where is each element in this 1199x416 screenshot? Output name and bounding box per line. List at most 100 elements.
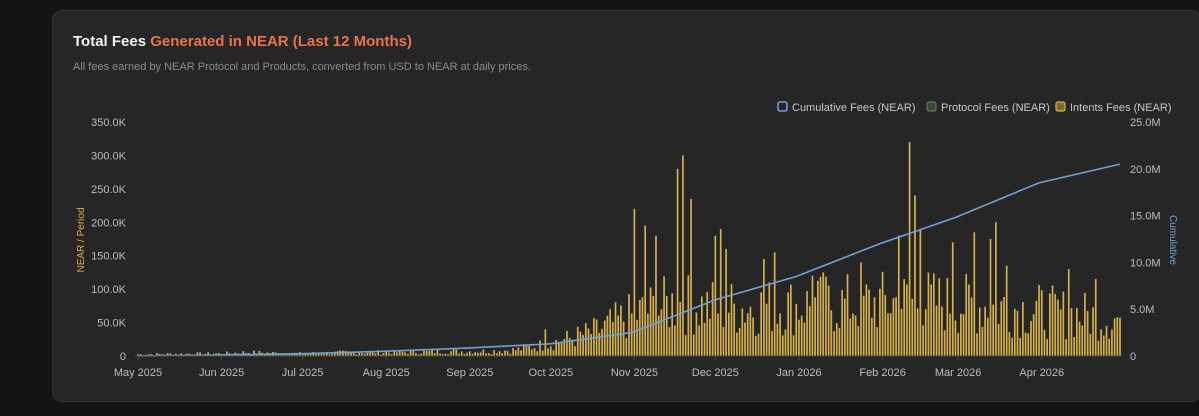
- legend-swatch-intents: [1055, 101, 1066, 112]
- intents-bar: [887, 313, 889, 356]
- intents-bar: [1019, 337, 1022, 356]
- intents-bar: [949, 313, 951, 356]
- intents-bar: [962, 314, 965, 356]
- intents-bar: [1108, 338, 1111, 356]
- intents-bar: [139, 353, 142, 356]
- intents-bar: [668, 327, 671, 356]
- intents-bar: [258, 350, 261, 356]
- intents-bar: [1073, 337, 1075, 356]
- chart-subtitle: All fees earned by NEAR Protocol and Pro…: [73, 61, 531, 73]
- intents-bar: [843, 298, 846, 356]
- legend-item-protocol[interactable]: Protocol Fees (NEAR): [941, 102, 1050, 114]
- intents-bar: [1100, 329, 1102, 356]
- intents-bar: [393, 350, 396, 356]
- intents-bar: [614, 302, 617, 356]
- intents-bar: [520, 350, 522, 356]
- intents-bar: [881, 271, 884, 356]
- intents-bar: [771, 330, 773, 356]
- intents-bar: [719, 228, 722, 356]
- intents-bar: [460, 351, 463, 356]
- intents-bar: [760, 292, 763, 356]
- intents-bar: [1081, 325, 1084, 356]
- intents-bar: [800, 315, 803, 356]
- intents-bar: [558, 342, 560, 356]
- intents-bar: [1011, 337, 1013, 356]
- intents-bar: [1022, 302, 1024, 356]
- intents-bar: [879, 288, 881, 356]
- intents-bar: [525, 345, 528, 356]
- intents-bar: [1035, 300, 1038, 356]
- intents-bar: [495, 353, 498, 356]
- intents-bar: [374, 353, 377, 356]
- intents-bar: [420, 353, 423, 356]
- legend-item-intents[interactable]: Intents Fees (NEAR): [1070, 102, 1171, 114]
- intents-bar: [1051, 285, 1054, 356]
- intents-bar: [787, 292, 790, 356]
- intents-bar: [870, 317, 873, 356]
- intents-bar: [1102, 335, 1105, 356]
- intents-bar: [531, 349, 533, 356]
- intents-bar: [598, 332, 601, 356]
- y-tick-label: 250.0K: [91, 184, 127, 196]
- intents-bar: [1111, 329, 1113, 356]
- intents-bar: [741, 308, 744, 356]
- intents-bar: [1057, 299, 1059, 356]
- y2-axis-label: Cumulative: [1167, 215, 1178, 265]
- intents-bar: [568, 338, 571, 356]
- intents-bar: [968, 284, 970, 356]
- intents-bar: [485, 353, 487, 356]
- intents-bar: [722, 326, 725, 356]
- intents-bar: [951, 242, 954, 356]
- intents-bar: [960, 313, 962, 356]
- intents-bar: [522, 344, 525, 356]
- intents-bar: [692, 334, 695, 356]
- legend-swatch-protocol: [926, 101, 937, 112]
- intents-bar: [638, 300, 641, 356]
- intents-bar: [336, 351, 339, 356]
- y-tick-label: 0: [120, 351, 126, 363]
- intents-bar: [703, 322, 706, 356]
- intents-bar: [506, 350, 509, 356]
- intents-bar: [1094, 279, 1097, 356]
- intents-bars: [137, 142, 1121, 356]
- intents-bar: [868, 289, 870, 356]
- y-axis-ticks: 0 50.0K 100.0K 150.0K 200.0K 250.0K 300.0K 350.…: [91, 117, 127, 363]
- intents-bar: [641, 297, 644, 356]
- intents-bar: [342, 350, 344, 356]
- intents-bar: [415, 353, 417, 356]
- y-tick-label: 350.0K: [91, 117, 127, 129]
- intents-bar: [320, 353, 323, 356]
- intents-bar: [973, 232, 976, 356]
- intents-bar: [943, 330, 946, 356]
- intents-bar: [447, 354, 450, 356]
- y2-axis-ticks: 0 5.0M 10.0M 15.0M 20.0M 25.0M: [1130, 117, 1161, 363]
- intents-bar: [498, 351, 501, 356]
- intents-bar: [582, 335, 584, 356]
- intents-bar: [798, 319, 800, 356]
- intents-bar: [396, 352, 398, 356]
- intents-bar: [350, 351, 352, 356]
- intents-bar: [1116, 317, 1119, 356]
- intents-bar: [781, 335, 784, 356]
- intents-bar: [657, 315, 660, 356]
- intents-bar: [1030, 321, 1032, 356]
- intents-bar: [779, 313, 781, 356]
- intents-bar: [986, 317, 989, 356]
- intents-bar: [471, 353, 474, 356]
- intents-bar: [841, 289, 843, 356]
- intents-bar: [892, 298, 895, 356]
- intents-bar: [838, 327, 841, 356]
- intents-bar: [466, 352, 468, 356]
- x-tick-label: Jan 2026: [776, 367, 821, 379]
- intents-bar: [763, 259, 765, 356]
- legend-item-cumulative[interactable]: Cumulative Fees (NEAR): [792, 102, 915, 114]
- intents-bar: [674, 325, 676, 356]
- intents-bar: [1003, 297, 1005, 356]
- intents-bar: [358, 353, 361, 356]
- intents-bar: [541, 350, 544, 356]
- intents-bar: [1119, 317, 1121, 356]
- intents-bar: [827, 285, 830, 356]
- intents-bar: [628, 294, 630, 356]
- intents-bar: [344, 350, 347, 356]
- intents-bar: [1046, 339, 1048, 356]
